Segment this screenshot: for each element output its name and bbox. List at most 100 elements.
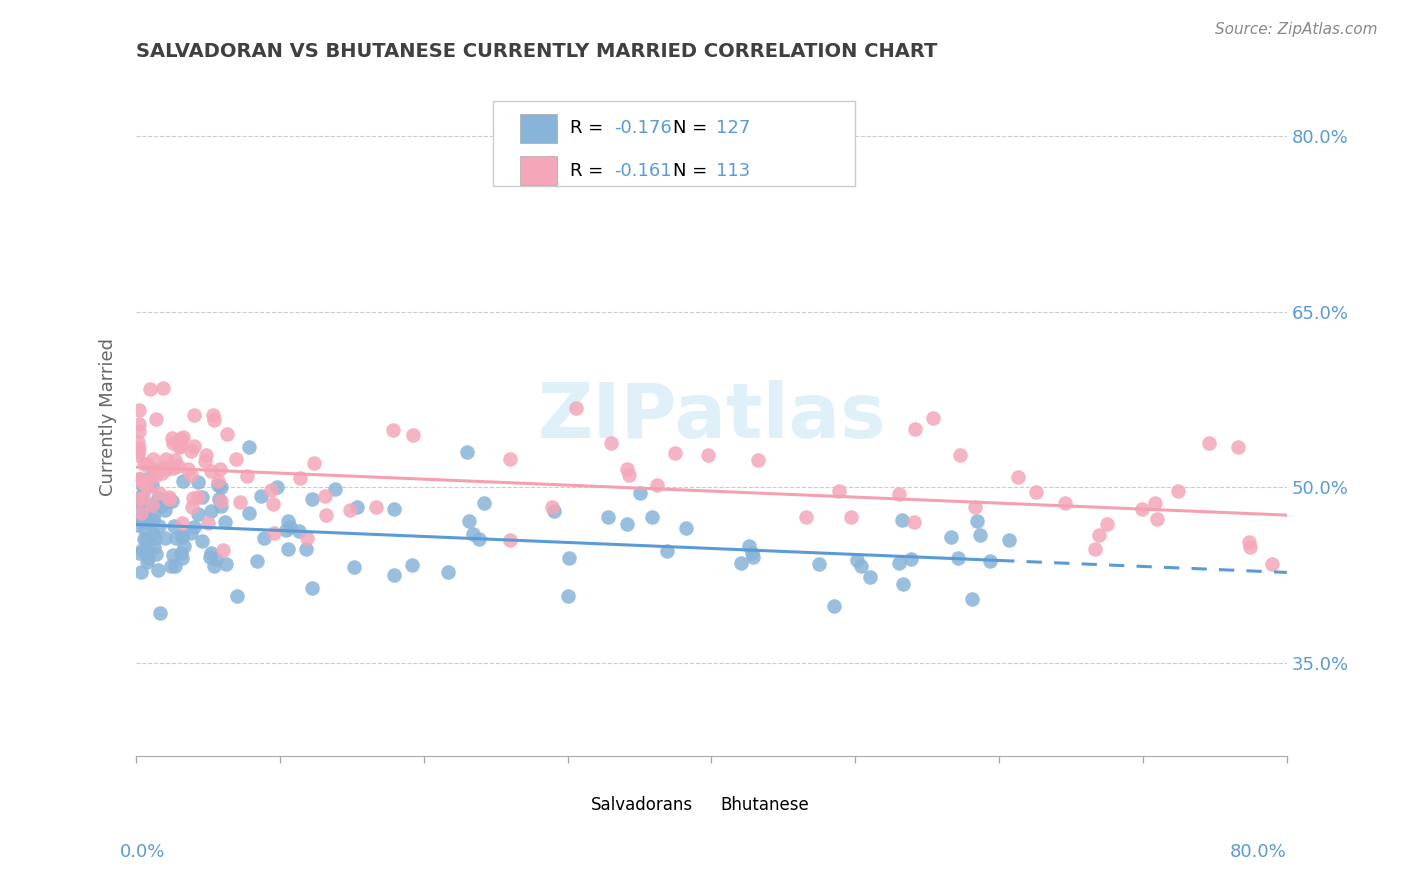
Point xyxy=(839,509,862,524)
Point xyxy=(165,559,187,574)
Point xyxy=(180,525,202,540)
Point xyxy=(145,412,167,426)
Point xyxy=(127,444,149,458)
FancyBboxPatch shape xyxy=(520,155,557,186)
Point xyxy=(167,458,190,473)
Point xyxy=(180,468,202,483)
Point xyxy=(153,503,176,517)
Point xyxy=(141,499,163,513)
Point xyxy=(1084,542,1107,557)
Point xyxy=(191,490,214,504)
Point xyxy=(127,492,149,507)
Point xyxy=(747,453,769,467)
Point xyxy=(136,479,159,493)
FancyBboxPatch shape xyxy=(673,790,710,820)
Point xyxy=(135,472,157,486)
Point xyxy=(202,559,225,574)
Point xyxy=(129,506,152,520)
Point xyxy=(162,494,184,508)
Point xyxy=(260,483,283,498)
Text: -0.161: -0.161 xyxy=(613,161,671,179)
Point xyxy=(472,496,495,510)
Point xyxy=(616,517,638,532)
Point xyxy=(209,499,232,513)
Point xyxy=(128,547,150,561)
Point xyxy=(170,432,193,446)
Point xyxy=(157,492,180,507)
Text: SALVADORAN VS BHUTANESE CURRENTLY MARRIED CORRELATION CHART: SALVADORAN VS BHUTANESE CURRENTLY MARRIE… xyxy=(136,42,938,61)
Point xyxy=(263,525,285,540)
Point xyxy=(200,549,222,564)
Point xyxy=(150,466,173,480)
Point xyxy=(1130,501,1153,516)
Point xyxy=(136,457,159,471)
Point xyxy=(157,491,180,505)
Point xyxy=(262,497,284,511)
Point xyxy=(141,478,163,492)
Point xyxy=(156,462,179,476)
Point xyxy=(499,533,522,548)
Point xyxy=(1007,470,1029,484)
Point xyxy=(148,486,170,500)
Text: 127: 127 xyxy=(716,120,751,137)
Point xyxy=(132,491,155,506)
Point xyxy=(156,494,179,508)
Point xyxy=(165,531,187,545)
Point xyxy=(314,489,336,503)
Point xyxy=(145,547,167,561)
Point xyxy=(135,500,157,514)
Point xyxy=(401,558,423,573)
Point xyxy=(301,492,323,507)
Point xyxy=(180,443,202,458)
Point xyxy=(136,480,159,494)
Point xyxy=(131,543,153,558)
Point xyxy=(1239,540,1261,554)
Point xyxy=(162,549,184,563)
Point xyxy=(128,510,150,524)
Point xyxy=(742,550,765,565)
Point xyxy=(294,542,316,557)
Point xyxy=(215,558,238,572)
Point xyxy=(921,411,943,425)
Point xyxy=(557,589,579,603)
Point xyxy=(135,532,157,546)
Point xyxy=(948,551,970,566)
Point xyxy=(1143,496,1166,510)
Point xyxy=(162,461,184,475)
Point xyxy=(277,514,299,528)
Point xyxy=(225,452,247,467)
Point xyxy=(250,489,273,503)
Point xyxy=(170,439,193,453)
Point xyxy=(891,576,914,591)
Point xyxy=(315,508,337,522)
Point xyxy=(1025,485,1047,500)
Point xyxy=(900,552,922,566)
Point xyxy=(170,531,193,545)
Point xyxy=(382,568,405,582)
Point xyxy=(141,498,163,512)
FancyBboxPatch shape xyxy=(520,113,557,144)
Point xyxy=(183,520,205,534)
Point xyxy=(134,524,156,538)
Point xyxy=(132,532,155,546)
Point xyxy=(891,513,914,527)
Point xyxy=(1088,528,1111,542)
Point xyxy=(965,500,987,515)
Point xyxy=(1261,557,1284,571)
Text: 113: 113 xyxy=(716,161,751,179)
Point xyxy=(183,409,205,423)
Point xyxy=(142,513,165,527)
Point xyxy=(129,513,152,527)
Point xyxy=(155,452,177,467)
Point xyxy=(167,440,190,454)
Point xyxy=(163,453,186,467)
Point xyxy=(127,475,149,489)
Point xyxy=(664,446,686,460)
Text: -0.176: -0.176 xyxy=(613,120,672,137)
Point xyxy=(645,477,668,491)
Point xyxy=(159,559,181,574)
Point xyxy=(540,500,562,514)
Point xyxy=(979,554,1001,568)
Point xyxy=(236,468,259,483)
Point xyxy=(217,427,239,442)
